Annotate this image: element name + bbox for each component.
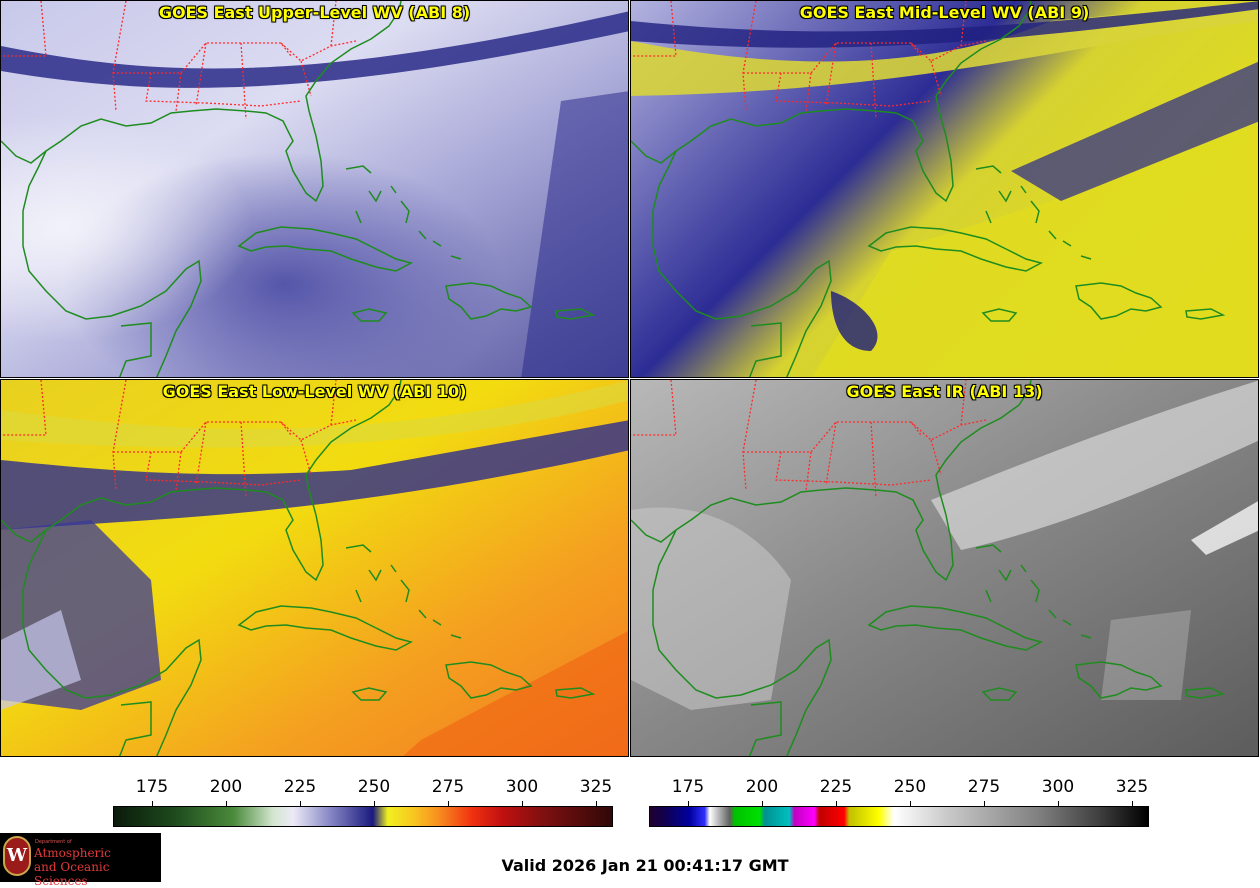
wv-tick-label: 325 [579,777,613,797]
ir-colorbar: 175 200 225 250 275 300 325 [649,777,1149,827]
ir-tick-label: 325 [1115,777,1149,797]
wv-colorbar: 175 200 225 250 275 300 325 [113,777,613,827]
ir-map [631,380,1258,756]
ir-tick-label: 250 [893,777,927,797]
valid-time: Valid 2026 Jan 21 00:41:17 GMT [501,856,789,875]
wv-tick [522,801,523,807]
logo-line1: Atmospheric [34,846,111,860]
wv-tick-label: 250 [357,777,391,797]
wv-tick-label: 225 [283,777,317,797]
wv-tick [300,801,301,807]
mid-level-wv-title: GOES East Mid-Level WV (ABI 9) [799,3,1090,22]
wv-tick-label: 175 [135,777,169,797]
ir-panel: GOES East IR (ABI 13) [630,379,1259,757]
logo-dept-text: Department of [35,839,72,845]
low-level-wv-title: GOES East Low-Level WV (ABI 10) [162,382,467,401]
ir-tick [836,801,837,807]
wv-tick [448,801,449,807]
ir-tick [688,801,689,807]
wv-tick-label: 300 [505,777,539,797]
ir-tick [910,801,911,807]
ir-tick [762,801,763,807]
wv-tick-label: 200 [209,777,243,797]
ir-tick-label: 200 [745,777,779,797]
wv-tick [226,801,227,807]
wv-tick [596,801,597,807]
ir-tick [984,801,985,807]
ir-tick [1132,801,1133,807]
ir-tick [1058,801,1059,807]
wv-tick-label: 275 [431,777,465,797]
mid-level-wv-map [631,1,1258,377]
ir-tick-label: 175 [671,777,705,797]
wv-tick [374,801,375,807]
upper-level-wv-panel: GOES East Upper-Level WV (ABI 8) [0,0,629,378]
aos-logo: W Department of Atmospheric and Oceanic … [0,833,161,888]
mid-level-wv-panel: GOES East Mid-Level WV (ABI 9) [630,0,1259,378]
uw-seal-icon: W [3,836,31,876]
ir-tick-label: 225 [819,777,853,797]
upper-level-wv-map [1,1,628,377]
low-level-wv-map [1,380,628,756]
ir-tick-label: 300 [1041,777,1075,797]
ir-tick-label: 275 [967,777,1001,797]
wv-tick [152,801,153,807]
upper-level-wv-title: GOES East Upper-Level WV (ABI 8) [158,3,471,22]
low-level-wv-panel: GOES East Low-Level WV (ABI 10) [0,379,629,757]
ir-title: GOES East IR (ABI 13) [846,382,1043,401]
